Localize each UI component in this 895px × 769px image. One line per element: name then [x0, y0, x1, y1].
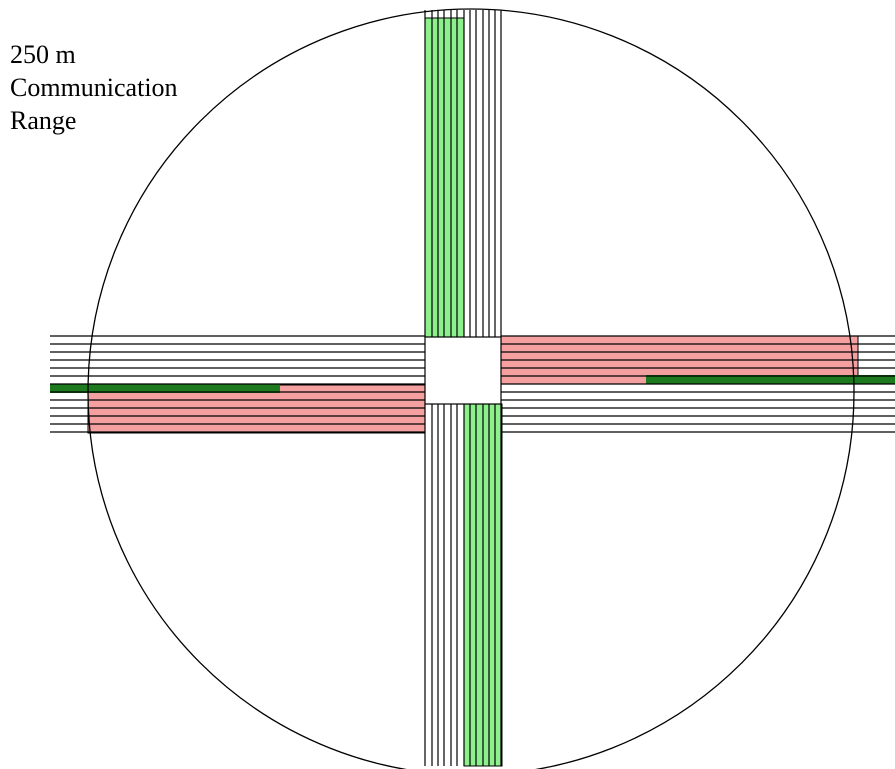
west-dark-green-bar	[50, 384, 280, 393]
range-label-line2: Communication	[10, 73, 178, 102]
east-dark-green-bar	[646, 375, 895, 384]
communication-range-circle	[87, 8, 855, 769]
range-label: 250 m Communication Range	[10, 38, 178, 137]
range-label-line3: Range	[10, 106, 77, 135]
lane-lines	[50, 10, 895, 766]
intersection-box	[424, 336, 502, 405]
range-distance: 250 m	[10, 40, 76, 69]
